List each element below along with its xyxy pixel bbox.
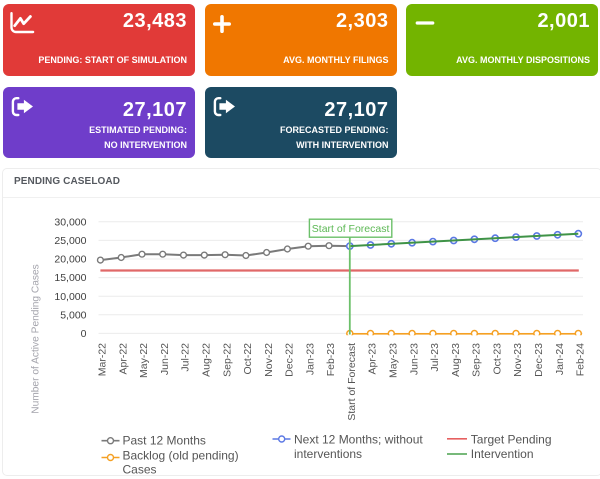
- svg-text:Sep-23: Sep-23: [471, 343, 483, 377]
- svg-text:Apr-22: Apr-22: [117, 343, 129, 375]
- svg-text:25,000: 25,000: [54, 235, 86, 247]
- svg-text:Intervention: Intervention: [471, 447, 534, 461]
- svg-text:Feb-24: Feb-24: [575, 343, 587, 376]
- svg-text:Jul-23: Jul-23: [429, 343, 441, 372]
- svg-text:Sep-22: Sep-22: [221, 343, 233, 377]
- svg-text:Jan-23: Jan-23: [304, 343, 316, 375]
- svg-text:May-22: May-22: [138, 343, 150, 378]
- svg-text:20,000: 20,000: [54, 254, 86, 266]
- svg-text:5,000: 5,000: [60, 309, 86, 321]
- svg-text:Backlog (old pending): Backlog (old pending): [123, 449, 239, 463]
- svg-text:Dec-23: Dec-23: [533, 343, 545, 377]
- svg-text:interventions: interventions: [294, 447, 362, 461]
- svg-text:Apr-23: Apr-23: [367, 343, 379, 375]
- svg-text:Oct-22: Oct-22: [242, 343, 254, 375]
- svg-text:Number of Active Pending Cases: Number of Active Pending Cases: [31, 264, 42, 414]
- svg-text:May-23: May-23: [388, 343, 400, 378]
- svg-text:Next 12 Months; without: Next 12 Months; without: [294, 433, 423, 447]
- svg-text:Jun-22: Jun-22: [159, 343, 171, 375]
- svg-text:Nov-23: Nov-23: [512, 343, 524, 377]
- svg-text:10,000: 10,000: [54, 291, 86, 303]
- svg-text:Dec-22: Dec-22: [284, 343, 296, 377]
- svg-text:Start of Forecast: Start of Forecast: [312, 223, 390, 235]
- svg-text:Oct-23: Oct-23: [491, 343, 503, 375]
- svg-text:Target Pending: Target Pending: [471, 433, 552, 447]
- svg-text:Start of Forecast: Start of Forecast: [346, 343, 358, 421]
- svg-text:30,000: 30,000: [54, 216, 86, 228]
- svg-text:Past 12 Months: Past 12 Months: [123, 434, 206, 448]
- svg-text:Aug-22: Aug-22: [201, 343, 213, 377]
- svg-text:Jul-22: Jul-22: [180, 343, 192, 372]
- svg-text:Mar-22: Mar-22: [97, 343, 109, 376]
- svg-text:Feb-23: Feb-23: [325, 343, 337, 376]
- svg-text:Jun-23: Jun-23: [408, 343, 420, 375]
- svg-text:Cases: Cases: [123, 463, 157, 477]
- svg-text:Aug-23: Aug-23: [450, 343, 462, 377]
- svg-text:0: 0: [81, 328, 87, 340]
- svg-text:15,000: 15,000: [54, 272, 86, 284]
- svg-text:Jan-24: Jan-24: [554, 343, 566, 375]
- svg-text:Nov-22: Nov-22: [263, 343, 275, 377]
